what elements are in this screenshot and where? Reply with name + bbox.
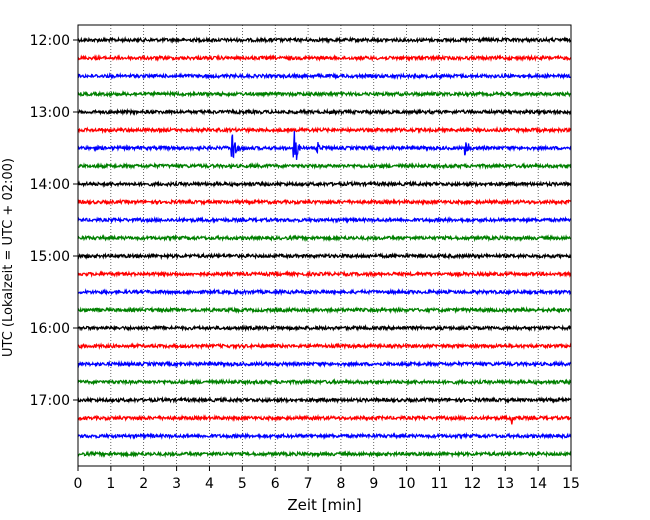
y-tick-label-1500: 15:00 — [30, 249, 70, 265]
x-tick-label-1: 1 — [106, 476, 115, 492]
trace-1630 — [77, 359, 572, 369]
x-tick-label-15: 15 — [562, 476, 580, 492]
x-tick-label-12: 12 — [463, 476, 481, 492]
y-axis-ticks: 12:00 13:00 14:00 15:00 16:00 17:00 — [30, 33, 78, 409]
trace-1215 — [77, 53, 572, 63]
trace-1545 — [77, 305, 572, 315]
x-tick-label-9: 9 — [369, 476, 378, 492]
x-tick-label-0: 0 — [74, 476, 83, 492]
trace-1645 — [77, 377, 572, 387]
x-tick-label-10: 10 — [398, 476, 416, 492]
y-tick-label-1700: 17:00 — [30, 393, 70, 409]
plot-frame — [77, 24, 572, 467]
trace-1400 — [77, 179, 572, 189]
x-tick-label-5: 5 — [238, 476, 247, 492]
trace-1700 — [77, 395, 572, 405]
trace-1430 — [77, 215, 572, 225]
trace-1245 — [77, 89, 572, 99]
y-axis-label: UTC (Lokalzeit = UTC + 02:00) — [1, 158, 16, 357]
trace-1515 — [77, 269, 572, 279]
trace-1615 — [77, 342, 572, 351]
y-tick-label-1400: 14:00 — [30, 177, 70, 193]
x-tick-label-7: 7 — [304, 476, 313, 492]
x-axis-ticks: 0 1 2 3 4 5 6 7 8 9 10 11 12 13 14 15 — [74, 466, 580, 492]
trace-1345 — [77, 161, 572, 171]
x-axis-label: Zeit [min] — [287, 496, 361, 514]
x-tick-label-6: 6 — [271, 476, 280, 492]
x-tick-label-13: 13 — [496, 476, 514, 492]
trace-1315 — [77, 125, 572, 135]
y-tick-label-1300: 13:00 — [30, 105, 70, 121]
x-tick-label-8: 8 — [336, 476, 345, 492]
x-tick-label-3: 3 — [172, 476, 181, 492]
y-tick-label-1600: 16:00 — [30, 321, 70, 337]
trace-1730 — [77, 431, 572, 441]
x-tick-label-4: 4 — [205, 476, 214, 492]
x-tick-label-11: 11 — [431, 476, 449, 492]
trace-1445 — [77, 233, 572, 243]
trace-1530 — [77, 287, 572, 297]
x-tick-label-14: 14 — [529, 476, 547, 492]
trace-1500 — [77, 251, 572, 261]
x-tick-label-2: 2 — [139, 476, 148, 492]
trace-1300 — [77, 107, 572, 116]
trace-1330 — [77, 131, 572, 160]
trace-1745 — [77, 450, 572, 459]
y-tick-label-1200: 12:00 — [30, 33, 70, 49]
trace-1715 — [77, 413, 572, 425]
trace-1415 — [77, 197, 572, 206]
trace-1230 — [77, 72, 572, 81]
seismic-traces — [77, 35, 572, 459]
trace-1600 — [77, 323, 572, 333]
trace-1200 — [77, 35, 572, 45]
